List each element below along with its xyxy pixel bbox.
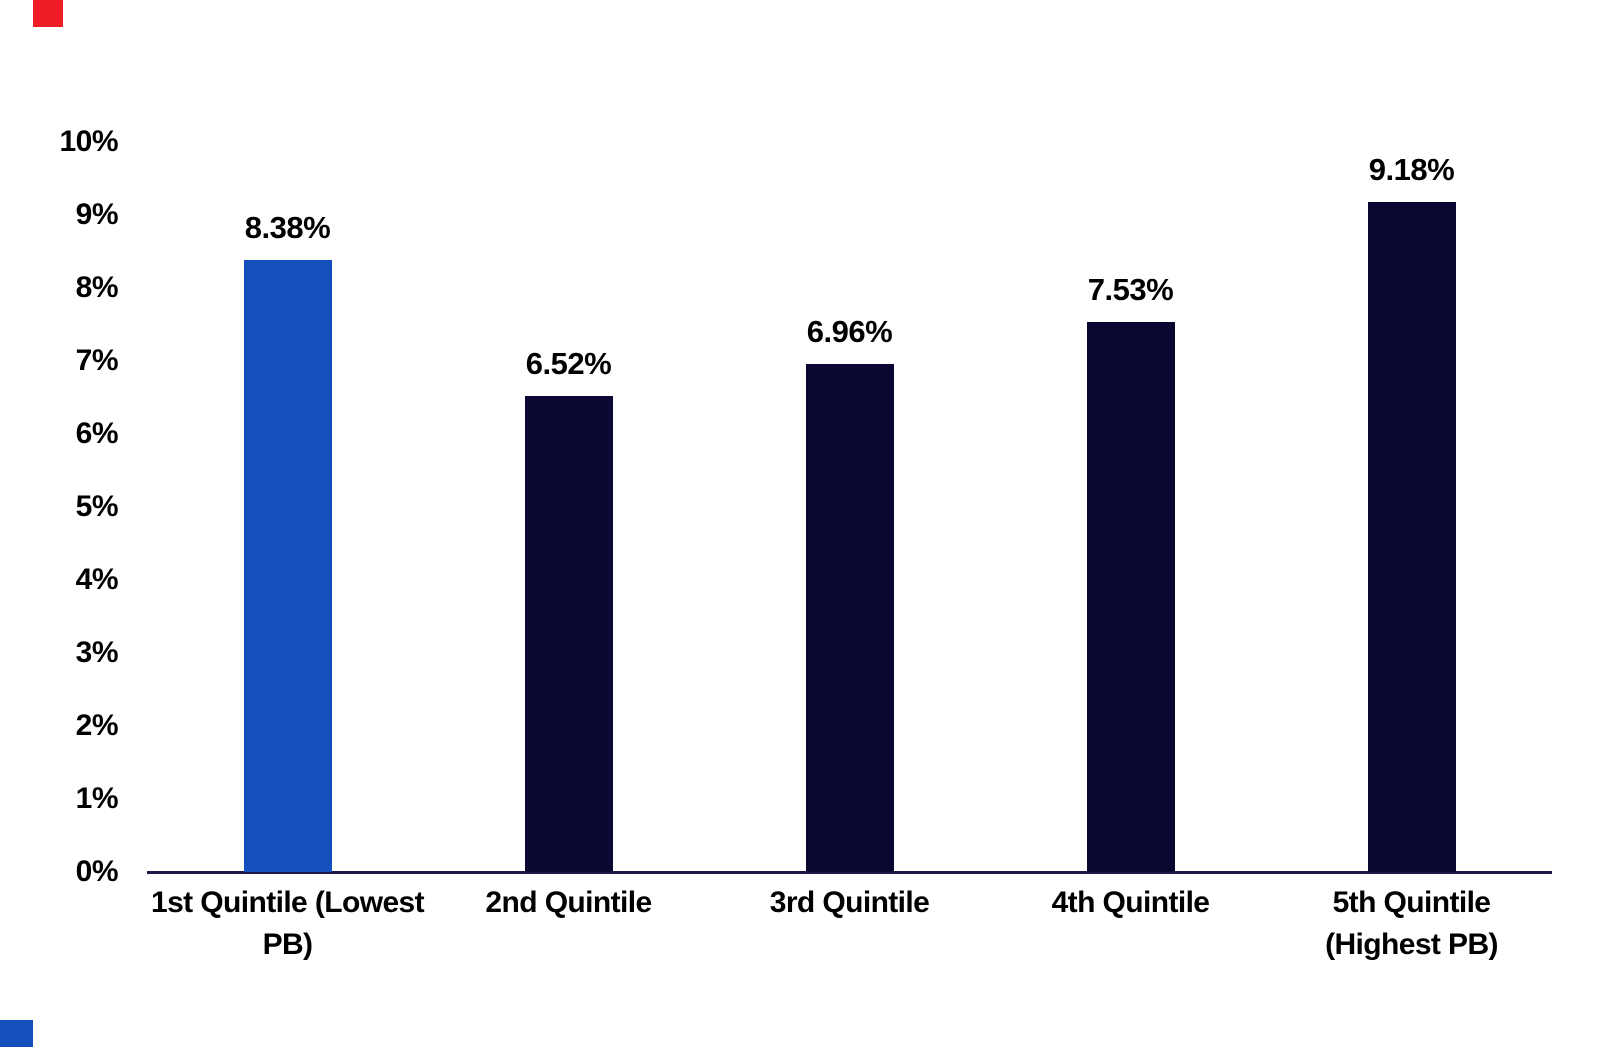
x-axis-category-label-line: 3rd Quintile	[769, 886, 930, 919]
bar-quintile-1	[243, 260, 332, 872]
x-axis-category-label: 4th Quintile	[966, 882, 1296, 924]
x-axis-category-label: 5th Quintile (Highest PB)	[1247, 882, 1577, 966]
bar-quintile-3	[805, 363, 894, 872]
y-axis-tick-label: 3%	[75, 636, 119, 669]
y-axis-tick-label: 6%	[75, 417, 119, 450]
bar-value-label: 9.18%	[1368, 151, 1455, 187]
x-axis-category-label-line: (Highest PB)	[1325, 928, 1498, 961]
x-axis-category-label: 3rd Quintile	[685, 882, 1015, 924]
corner-accent-red-mark	[33, 0, 63, 27]
bar-value-label: 6.52%	[525, 346, 612, 382]
bar-value-label: 8.38%	[244, 210, 331, 246]
corner-accent-blue-mark	[0, 1020, 33, 1047]
bar-quintile-2	[524, 396, 613, 872]
x-axis-category-label-line: 1st Quintile (Lowest	[150, 886, 425, 919]
x-axis-category-label: 2nd Quintile	[404, 882, 734, 924]
bar-value-label: 6.96%	[806, 313, 893, 349]
y-axis-tick-label: 0%	[75, 855, 119, 888]
bar-quintile-5	[1367, 201, 1456, 872]
y-axis-tick-label: 10%	[59, 125, 118, 158]
bar-value-label: 7.53%	[1087, 272, 1174, 308]
x-axis-category-label: 1st Quintile (Lowest PB)	[123, 882, 453, 966]
x-axis-category-label-line: 5th Quintile	[1332, 886, 1491, 919]
y-axis-tick-label: 7%	[75, 344, 119, 377]
x-axis-category-label-line: PB)	[262, 928, 313, 961]
x-axis-category-label-line: 4th Quintile	[1051, 886, 1210, 919]
y-axis-tick-label: 5%	[75, 490, 119, 523]
y-axis-tick-label: 4%	[75, 563, 119, 596]
y-axis-tick-label: 9%	[75, 198, 119, 231]
y-axis-tick-label: 1%	[75, 782, 119, 815]
x-axis-line	[147, 871, 1552, 874]
y-axis-tick-label: 2%	[75, 709, 119, 742]
y-axis-tick-label: 8%	[75, 271, 119, 304]
x-axis-category-label-line: 2nd Quintile	[485, 886, 652, 919]
bar-quintile-4	[1086, 322, 1175, 872]
